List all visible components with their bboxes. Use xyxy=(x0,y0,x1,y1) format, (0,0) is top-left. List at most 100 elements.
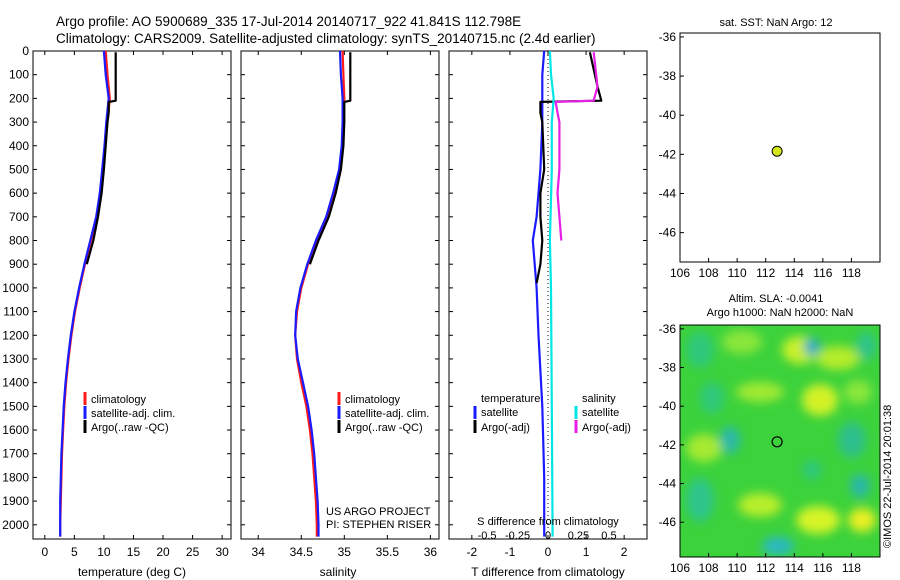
salinity-plot-frame xyxy=(240,50,440,540)
series-line-salinity-argo-adj- xyxy=(554,52,599,241)
depth-tick-label: 200 xyxy=(9,91,29,105)
map-y-tick-label: -38 xyxy=(659,361,677,375)
map-x-tick-label: 112 xyxy=(756,561,775,575)
depth-tick-label: 1900 xyxy=(2,494,29,508)
pi-annotation: PI: STEPHEN RISER xyxy=(326,519,431,531)
map-y-tick-label: -42 xyxy=(659,438,677,452)
argo-float-marker xyxy=(771,436,783,448)
s-difference-axis: -0.5 -0.25 0 0.25 0.5 xyxy=(478,51,617,542)
map-y-tick-label: -44 xyxy=(659,186,677,200)
map-y-tick-label: -46 xyxy=(659,226,677,240)
depth-tick-label: 1700 xyxy=(2,447,29,461)
depth-tick-label: 800 xyxy=(9,234,29,248)
legend-s-satellite: satellite xyxy=(582,407,619,419)
s-tick-label: -0.25 xyxy=(505,530,530,542)
x-tick-label: 5 xyxy=(71,545,78,559)
difference-panel: -2 -1 0 1 2 -0.5 -0.25 0 0.25 0.5 S difference f… xyxy=(448,50,648,579)
depth-tick-label: 100 xyxy=(9,68,29,82)
legend-s-argo: Argo(-adj) xyxy=(582,422,631,434)
difference-legend: temperature satellite Argo(-adj) salinit… xyxy=(473,393,631,434)
x-tick-label: 34 xyxy=(252,545,266,559)
salinity-panel: 34 34.5 35 35.5 36 salinity climatology sate… xyxy=(240,50,440,579)
map-x-tick-label: 114 xyxy=(785,266,804,280)
depth-tick-label: 400 xyxy=(9,139,29,153)
s-tick-label: 0.5 xyxy=(601,530,616,542)
x-tick-label: -2 xyxy=(467,545,478,559)
s-tick-label: 0.25 xyxy=(568,530,589,542)
header-line-1: Argo profile: AO 5900689_335 17-Jul-2014… xyxy=(56,14,521,29)
map-x-tick-label: 116 xyxy=(813,266,832,280)
map-x-tick-label: 112 xyxy=(756,266,775,280)
depth-tick-label: 2000 xyxy=(2,518,29,532)
x-tick-label: 30 xyxy=(215,545,229,559)
depth-tick-label: 900 xyxy=(9,257,29,271)
map-x-tick-label: 108 xyxy=(699,266,719,280)
series-line-argo-raw-qc- xyxy=(308,52,352,265)
x-tick-label: 15 xyxy=(127,545,141,559)
map-y-tick-label: -40 xyxy=(659,108,677,122)
x-tick-label: 2 xyxy=(621,545,628,559)
difference-series xyxy=(531,50,603,537)
salinity-x-label: salinity xyxy=(320,565,357,579)
s-difference-label: S difference from climatology xyxy=(477,516,619,528)
altimetry-title-2: Argo h1000: NaN h2000: NaN xyxy=(707,307,854,319)
depth-tick-label: 1200 xyxy=(2,328,29,342)
legend-climatology: climatology xyxy=(91,394,147,406)
salinity-legend: climatology satellite-adj. clim. Argo(..… xyxy=(337,392,429,434)
map-y-tick-label: -42 xyxy=(659,147,677,161)
temperature-x-label: temperature (deg C) xyxy=(78,565,186,579)
legend-climatology: climatology xyxy=(345,394,401,406)
series-line-temperature-argo-adj- xyxy=(535,51,603,284)
temperature-panel: 0100200300400500600700800900100011001200… xyxy=(2,44,232,579)
legend-salinity-title: salinity xyxy=(582,393,616,405)
s-tick-label: -0.5 xyxy=(478,530,497,542)
series-line-salinity-satellite xyxy=(548,50,555,537)
map-x-tick-label: 106 xyxy=(670,561,690,575)
map-x-tick-label: 116 xyxy=(813,561,832,575)
map-x-tick-label: 110 xyxy=(728,561,747,575)
legend-temperature-title: temperature xyxy=(481,393,540,405)
t-difference-label: T difference from climatology xyxy=(471,565,625,579)
sst-map-points xyxy=(771,145,783,157)
altimetry-map-panel: Altim. SLA: -0.0041 Argo h1000: NaN h200… xyxy=(659,293,881,575)
altimetry-map-axes: 106 108 110 112 114 116 118 -36 -38 -40 -42 -44 -46 xyxy=(659,322,862,575)
temperature-legend: climatology satellite-adj. clim. Argo(..… xyxy=(83,392,175,434)
temperature-series xyxy=(59,50,117,537)
project-annotation: US ARGO PROJECT xyxy=(326,506,431,518)
depth-tick-label: 1300 xyxy=(2,352,29,366)
map-y-tick-label: -36 xyxy=(659,30,677,44)
x-tick-label: 0 xyxy=(545,545,552,559)
x-tick-label: 20 xyxy=(156,545,170,559)
argo-float-point xyxy=(771,145,783,157)
depth-tick-label: 700 xyxy=(9,210,29,224)
altimetry-title-1: Altim. SLA: -0.0041 xyxy=(729,293,824,305)
map-x-tick-label: 108 xyxy=(699,561,719,575)
map-x-tick-label: 106 xyxy=(670,266,690,280)
altimetry-map-frame xyxy=(679,324,881,558)
depth-tick-label: 500 xyxy=(9,162,29,176)
legend-satellite-adj: satellite-adj. clim. xyxy=(345,408,429,420)
depth-tick-label: 0 xyxy=(22,44,29,58)
x-tick-label: 25 xyxy=(186,545,200,559)
sst-map-panel: sat. SST: NaN Argo: 12 106 108 110 112 114 11… xyxy=(659,17,881,280)
x-tick-label: 0 xyxy=(41,545,48,559)
x-tick-label: 35 xyxy=(338,545,352,559)
series-line-argo-raw-qc- xyxy=(85,52,117,265)
series-line-satellite-adj-clim- xyxy=(59,50,110,537)
altimetry-map-marker xyxy=(771,436,783,448)
sst-map-title: sat. SST: NaN Argo: 12 xyxy=(719,17,832,29)
imos-credit: ©IMOS 22-Jul-2014 20:01:38 xyxy=(882,405,894,548)
salinity-series xyxy=(294,50,352,537)
map-y-tick-label: -36 xyxy=(659,322,677,336)
legend-t-satellite: satellite xyxy=(481,407,518,419)
map-y-tick-label: -46 xyxy=(659,515,677,529)
sst-map-axes: 106 108 110 112 114 116 118 -36 -38 -40 -42 -44 -46 xyxy=(659,30,862,280)
temperature-plot-frame xyxy=(32,50,232,540)
map-y-tick-label: -38 xyxy=(659,69,677,83)
legend-t-argo: Argo(-adj) xyxy=(481,422,530,434)
depth-tick-label: 1500 xyxy=(2,399,29,413)
x-tick-label: 34.5 xyxy=(290,545,314,559)
altimetry-heatmap xyxy=(680,325,880,557)
depth-tick-label: 1100 xyxy=(3,305,29,319)
